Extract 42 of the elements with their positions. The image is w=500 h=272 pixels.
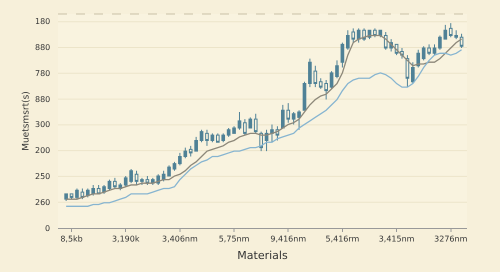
candlestick — [422, 46, 426, 61]
text: 260 — [35, 198, 50, 207]
x-tick-label: 3276nm — [434, 234, 468, 244]
candlestick — [356, 28, 360, 44]
text: 880 — [35, 95, 50, 104]
x-tick-label: 3,190k — [112, 234, 140, 244]
x-tick-label: 3,406nm — [162, 234, 198, 244]
text: 200 — [35, 146, 50, 155]
x-axis-title: Materials — [237, 248, 288, 262]
candlestick — [411, 62, 415, 84]
text: 780 — [35, 69, 50, 78]
candlestick — [416, 49, 420, 68]
text: 880 — [35, 43, 50, 52]
candlestick — [248, 116, 252, 129]
x-tick-label: 5,416rm — [325, 234, 360, 244]
candlestick — [280, 104, 285, 129]
candlestick — [216, 132, 220, 143]
candlestick — [221, 132, 226, 143]
candlestick — [254, 113, 258, 134]
x-tick-label: 9,416nm — [270, 234, 306, 244]
y-axis-title: Muetsmsrt(s) — [21, 91, 32, 151]
candlestick — [340, 42, 344, 68]
candlestick — [318, 78, 323, 90]
candlestick — [346, 30, 350, 50]
candlestick — [351, 28, 356, 44]
x-tick-label: 5,75nm — [218, 234, 250, 244]
candlestick — [183, 147, 188, 159]
candlestick — [444, 24, 448, 40]
text: 180 — [35, 17, 50, 26]
candlestick — [124, 176, 128, 188]
candlestick — [286, 102, 290, 124]
x-tick-label: 3,415nm — [378, 234, 415, 244]
x-tick-label: 8,5kb — [60, 234, 83, 244]
candlestick — [313, 65, 318, 88]
text: 0 — [45, 224, 50, 233]
text: 250 — [35, 172, 50, 181]
candlestick — [188, 145, 193, 157]
candlestick — [448, 22, 453, 38]
candlestick — [460, 33, 464, 48]
candlestick — [406, 54, 410, 88]
candlestick — [454, 30, 458, 40]
text: 300 — [35, 120, 50, 129]
